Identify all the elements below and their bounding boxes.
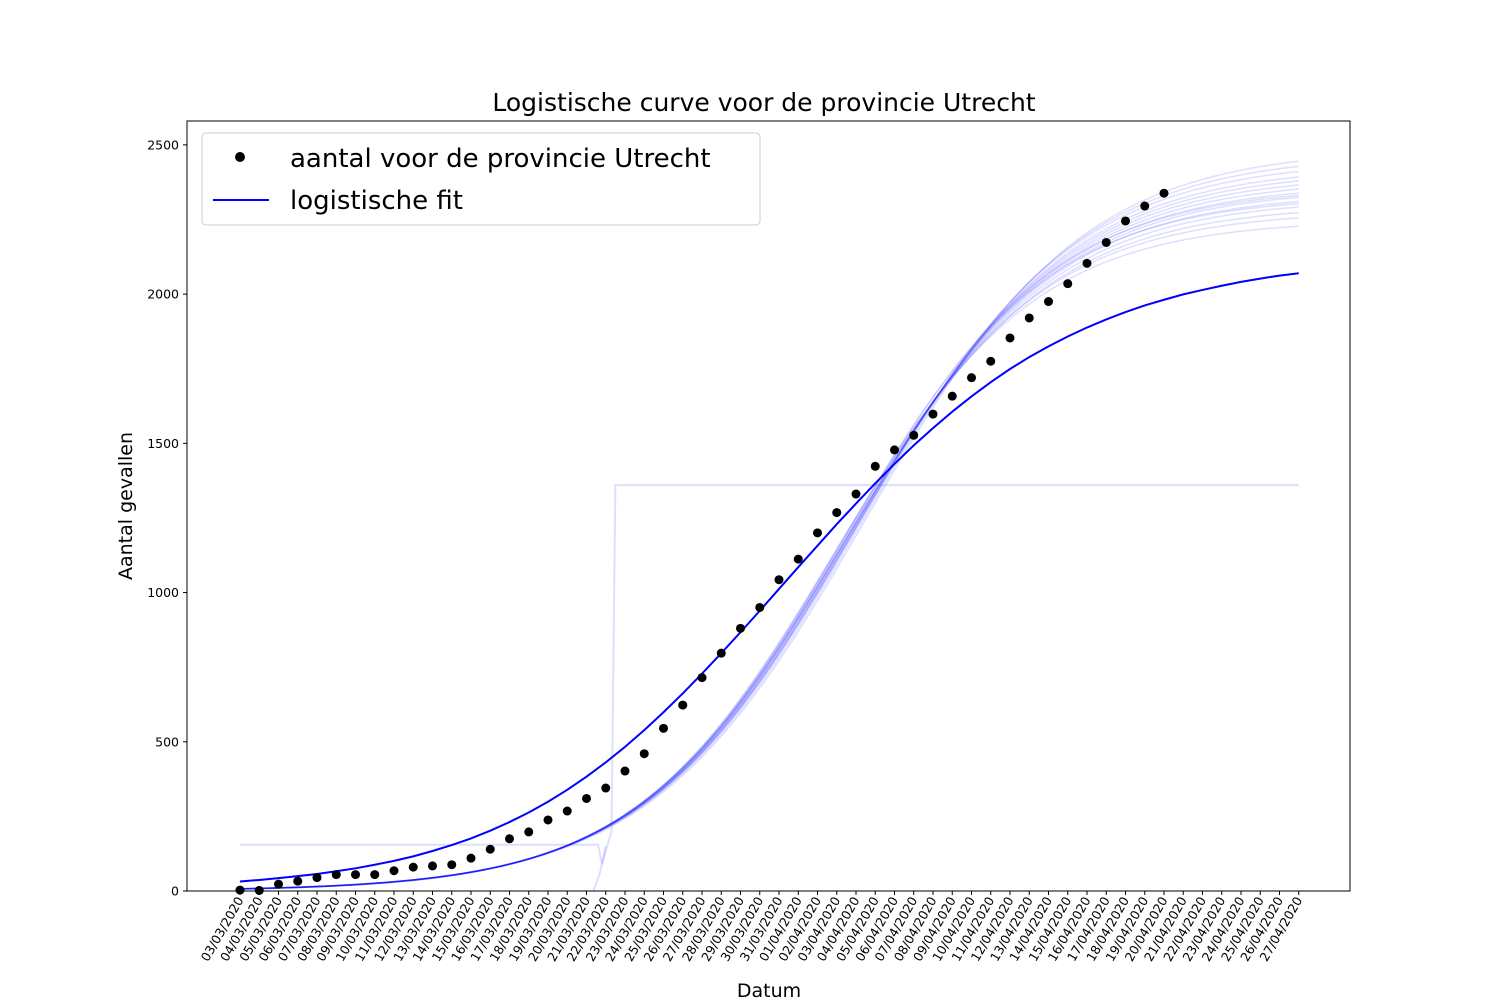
bootstrap-outlier-dip bbox=[592, 846, 607, 892]
legend-label-data: aantal voor de provincie Utrecht bbox=[290, 144, 711, 174]
data-point-43 bbox=[1063, 279, 1073, 289]
data-point-42 bbox=[1044, 297, 1053, 307]
data-point-47 bbox=[1140, 201, 1150, 211]
bootstrap-curve-1 bbox=[239, 217, 1299, 890]
data-points bbox=[235, 188, 1169, 895]
data-point-19 bbox=[601, 783, 611, 793]
fit-curve-layer bbox=[239, 272, 1299, 883]
data-point-18 bbox=[582, 793, 591, 803]
bootstrap-outlier-curve bbox=[240, 484, 1299, 865]
data-point-17 bbox=[562, 806, 572, 816]
data-point-34 bbox=[890, 445, 899, 455]
bootstrap-curve-0 bbox=[239, 225, 1299, 890]
chart-title: Logistische curve voor de provincie Utre… bbox=[492, 88, 1035, 117]
data-point-35 bbox=[909, 430, 919, 440]
data-point-28 bbox=[774, 575, 784, 585]
y-tick-label-2: 1000 bbox=[147, 585, 179, 600]
bootstrap-curve-15 bbox=[239, 194, 1299, 890]
y-tick-label-3: 1500 bbox=[147, 436, 179, 451]
y-axis: 0 500 1000 1500 2000 2500 bbox=[147, 137, 187, 899]
data-point-16 bbox=[543, 815, 553, 825]
bootstrap-curve-2 bbox=[239, 211, 1299, 890]
bootstrap-curve-4 bbox=[239, 200, 1299, 890]
data-point-23 bbox=[678, 700, 688, 710]
data-point-37 bbox=[947, 391, 957, 401]
data-point-41 bbox=[1024, 313, 1034, 323]
data-point-33 bbox=[870, 461, 880, 471]
data-point-15 bbox=[524, 827, 534, 837]
data-point-24 bbox=[697, 673, 707, 683]
data-point-6 bbox=[351, 870, 360, 880]
data-point-9 bbox=[408, 862, 418, 872]
fit-curve bbox=[239, 272, 1299, 883]
data-point-0 bbox=[235, 885, 245, 895]
y-tick-label-0: 0 bbox=[171, 884, 179, 899]
data-point-7 bbox=[370, 870, 380, 880]
data-point-1 bbox=[254, 885, 264, 895]
data-point-25 bbox=[716, 648, 726, 658]
data-point-4 bbox=[312, 873, 322, 883]
plot-area bbox=[186, 120, 1351, 895]
y-tick-label-4: 2000 bbox=[147, 287, 179, 302]
data-point-20 bbox=[620, 766, 630, 776]
y-axis-label: Aantal gevallen bbox=[115, 432, 137, 580]
data-point-8 bbox=[389, 866, 399, 876]
bootstrap-curve-12 bbox=[239, 165, 1299, 890]
data-point-48 bbox=[1159, 188, 1169, 198]
data-point-2 bbox=[274, 879, 283, 889]
data-point-3 bbox=[293, 876, 303, 886]
data-point-29 bbox=[793, 554, 803, 564]
x-axis-label: Datum bbox=[737, 980, 801, 1000]
data-point-44 bbox=[1082, 258, 1092, 268]
data-point-38 bbox=[967, 373, 976, 383]
bootstrap-curve-7 bbox=[239, 188, 1299, 890]
data-point-21 bbox=[639, 749, 649, 759]
data-point-26 bbox=[736, 623, 745, 633]
data-point-30 bbox=[813, 528, 822, 538]
data-point-14 bbox=[505, 834, 514, 844]
legend: aantal voor de provincie Utrecht logisti… bbox=[201, 132, 761, 226]
bootstrap-curve-5 bbox=[239, 196, 1299, 890]
data-point-22 bbox=[659, 723, 668, 733]
y-tick-label-5: 2500 bbox=[147, 137, 179, 152]
data-point-5 bbox=[331, 870, 341, 880]
bootstrap-curve-13 bbox=[239, 160, 1299, 890]
data-point-40 bbox=[1005, 333, 1015, 343]
axes-background bbox=[187, 121, 1350, 891]
data-point-36 bbox=[928, 409, 938, 419]
bootstrap-curve-3 bbox=[239, 206, 1299, 890]
bootstrap-curve-6 bbox=[239, 192, 1299, 890]
data-point-10 bbox=[428, 861, 437, 871]
y-tick-label-1: 500 bbox=[155, 734, 179, 749]
data-point-12 bbox=[466, 853, 476, 863]
axes-frame bbox=[186, 120, 1351, 892]
data-point-13 bbox=[485, 844, 495, 854]
data-point-39 bbox=[986, 356, 996, 366]
legend-box bbox=[201, 132, 761, 226]
bootstrap-curve-14 bbox=[239, 202, 1299, 890]
data-point-46 bbox=[1121, 216, 1130, 226]
data-point-27 bbox=[755, 602, 765, 612]
legend-label-fit: logistische fit bbox=[290, 186, 463, 216]
data-point-31 bbox=[832, 508, 842, 518]
bootstrap-curve-11 bbox=[239, 170, 1299, 890]
data-point-32 bbox=[851, 489, 861, 499]
bootstrap-curve-8 bbox=[239, 184, 1299, 890]
data-point-11 bbox=[447, 860, 457, 870]
data-point-45 bbox=[1101, 237, 1111, 247]
legend-marker-data bbox=[235, 152, 245, 162]
